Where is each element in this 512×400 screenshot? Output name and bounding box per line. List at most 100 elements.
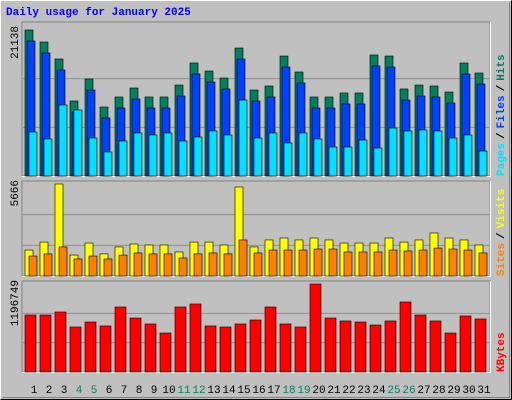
bar	[129, 317, 142, 373]
bar	[268, 132, 278, 177]
bar	[249, 319, 262, 373]
legend: Sites / Visits	[496, 189, 508, 276]
x-tick-label: 30	[462, 385, 475, 397]
bar	[238, 99, 248, 177]
bar	[414, 314, 427, 373]
bar	[99, 325, 112, 373]
bar	[373, 251, 383, 277]
bar	[313, 248, 323, 277]
bar	[433, 130, 443, 177]
bar	[43, 138, 53, 177]
panel-frame-light	[22, 22, 491, 177]
bar	[39, 314, 52, 373]
y-tick-label: 5666	[10, 180, 22, 206]
legend-entry: Pages	[496, 143, 508, 176]
bar	[163, 132, 173, 177]
bar	[448, 137, 458, 177]
x-tick-label: 31	[477, 385, 491, 397]
bar	[159, 332, 172, 373]
bar	[208, 130, 218, 177]
bar	[88, 137, 98, 177]
panel-frame-light	[22, 181, 491, 277]
x-tick-label: 2	[46, 385, 53, 397]
bar	[388, 127, 398, 177]
x-tick-label: 24	[372, 385, 386, 397]
x-tick-label: 23	[357, 385, 370, 397]
bar	[253, 252, 263, 277]
x-tick-label: 4	[76, 385, 83, 397]
bar	[298, 249, 308, 277]
x-tick-label: 15	[237, 385, 250, 397]
x-tick-label: 18	[282, 385, 295, 397]
bar	[313, 138, 323, 177]
bar	[223, 253, 233, 277]
bar	[253, 137, 263, 177]
bar	[388, 249, 398, 277]
x-tick-label: 10	[162, 385, 175, 397]
bar	[403, 130, 413, 177]
y-tick-label: 1196749	[10, 280, 22, 326]
x-tick-label: 1	[31, 385, 38, 397]
legend-entry: Visits	[496, 189, 508, 229]
bar	[219, 326, 232, 373]
bar	[283, 142, 293, 177]
bar	[208, 252, 218, 277]
bar	[163, 253, 173, 277]
x-tick-label: 25	[387, 385, 400, 397]
x-tick-label: 5	[91, 385, 98, 397]
bar	[478, 252, 488, 277]
legend-entry: Files	[496, 95, 508, 128]
bar	[234, 323, 247, 373]
bar	[448, 248, 458, 277]
legend-entry: KBytes	[496, 332, 508, 372]
bar	[343, 146, 353, 177]
bar	[283, 249, 293, 277]
bar	[358, 139, 368, 177]
bar	[58, 104, 68, 177]
bar	[463, 249, 473, 277]
x-tick-label: 13	[207, 385, 220, 397]
bar	[28, 255, 38, 277]
bar	[463, 134, 473, 177]
x-tick-label: 16	[252, 385, 265, 397]
y-tick-label: 21138	[10, 26, 22, 59]
bar	[298, 132, 308, 177]
bar	[88, 255, 98, 277]
bar	[328, 146, 338, 177]
bar	[339, 320, 352, 373]
legend-entry: Hits	[496, 54, 508, 80]
panel-frame-light	[22, 281, 491, 373]
bar	[369, 324, 382, 373]
bar	[478, 150, 488, 177]
bar	[264, 306, 277, 373]
bar	[174, 306, 187, 373]
legend-separator: /	[496, 84, 508, 91]
bar	[193, 253, 203, 277]
bar	[193, 136, 203, 177]
bar	[223, 134, 233, 177]
bar	[189, 303, 202, 373]
bar	[343, 251, 353, 277]
x-tick-label: 7	[121, 385, 128, 397]
bar	[403, 250, 413, 277]
bar	[54, 311, 67, 373]
bar	[28, 131, 38, 177]
bar	[433, 247, 443, 277]
bar	[474, 318, 487, 373]
bar	[133, 132, 143, 177]
x-tick-label: 28	[432, 385, 445, 397]
x-tick-label: 26	[402, 385, 415, 397]
bar	[238, 239, 248, 277]
bar	[133, 252, 143, 277]
x-tick-label: 21	[327, 385, 341, 397]
bar	[178, 140, 188, 177]
x-tick-label: 14	[222, 385, 236, 397]
bar	[103, 151, 113, 177]
x-tick-label: 17	[267, 385, 280, 397]
bar	[69, 326, 82, 373]
chart-title: Daily usage for January 2025	[6, 7, 191, 19]
bar	[459, 315, 472, 373]
